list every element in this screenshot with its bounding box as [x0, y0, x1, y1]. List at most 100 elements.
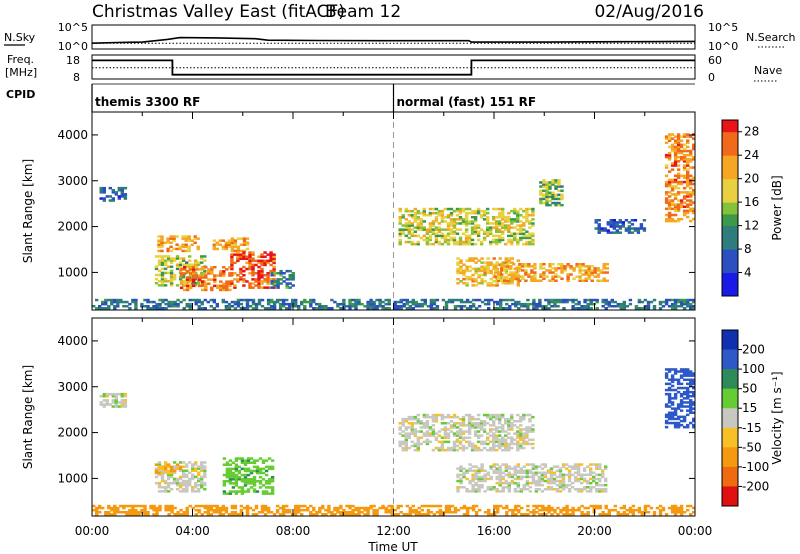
data-cell — [587, 269, 591, 272]
data-cell — [501, 436, 505, 439]
data-cell — [548, 185, 552, 188]
data-cell — [470, 211, 475, 215]
data-cell — [516, 413, 520, 417]
data-cell — [517, 302, 521, 306]
data-cell — [504, 479, 508, 483]
data-cell — [522, 428, 526, 431]
data-cell — [200, 273, 204, 277]
data-cell — [272, 513, 277, 516]
data-cell — [422, 220, 426, 223]
data-cell — [306, 300, 310, 304]
data-cell — [431, 428, 436, 431]
data-cell — [237, 471, 242, 475]
data-cell — [407, 417, 411, 421]
data-cell — [486, 271, 490, 275]
data-cell — [255, 467, 260, 471]
data-cell — [443, 434, 448, 437]
data-cell — [534, 481, 539, 485]
data-cell — [689, 409, 693, 412]
data-cell — [455, 222, 460, 225]
data-cell — [679, 174, 684, 178]
data-cell — [288, 282, 292, 285]
data-cell — [456, 479, 460, 483]
data-cell — [99, 403, 103, 406]
data-cell — [595, 465, 599, 468]
data-cell — [425, 422, 430, 425]
data-cell — [599, 269, 603, 272]
data-cell — [477, 483, 481, 487]
data-cell — [413, 207, 417, 211]
data-cell — [589, 504, 593, 508]
data-cell — [553, 508, 557, 512]
data-cell — [163, 271, 168, 275]
data-cell — [237, 490, 242, 493]
data-cell — [686, 141, 690, 145]
data-cell — [443, 240, 448, 244]
data-cell — [443, 220, 448, 223]
data-cell — [266, 274, 270, 277]
data-cell — [425, 238, 430, 242]
data-cell — [257, 278, 261, 281]
data-cell — [554, 267, 558, 270]
data-cell — [114, 395, 118, 398]
data-cell — [416, 234, 420, 238]
data-cell — [558, 473, 563, 477]
data-cell — [689, 504, 693, 508]
data-cell — [416, 218, 420, 221]
data-cell — [568, 298, 572, 302]
data-cell — [476, 209, 481, 213]
data-cell — [516, 434, 520, 437]
data-cell — [576, 465, 581, 468]
data-cell — [411, 302, 415, 306]
data-cell — [510, 238, 514, 242]
data-cell — [249, 478, 254, 481]
data-cell — [542, 271, 546, 274]
data-cell — [464, 211, 469, 215]
data-cell — [384, 302, 388, 306]
data-cell — [689, 160, 693, 163]
data-cell — [431, 230, 436, 233]
data-cell — [489, 448, 493, 452]
data-cell — [351, 305, 355, 308]
data-cell — [537, 465, 542, 468]
data-cell — [354, 508, 358, 512]
data-cell — [170, 511, 174, 514]
data-cell — [175, 479, 180, 483]
data-cell — [446, 440, 451, 444]
data-cell — [476, 224, 481, 227]
data-cell — [498, 236, 502, 240]
data-cell — [398, 422, 402, 425]
data-cell — [242, 253, 246, 256]
data-cell — [166, 257, 171, 260]
data-cell — [440, 234, 445, 238]
data-cell — [513, 467, 517, 470]
data-cell — [607, 300, 611, 304]
data-cell — [182, 298, 186, 302]
data-cell — [369, 506, 373, 510]
data-cell — [676, 141, 681, 145]
data-cell — [682, 201, 687, 204]
data-cell — [504, 467, 508, 470]
data-cell — [264, 465, 269, 469]
data-cell — [194, 282, 198, 285]
data-cell — [203, 307, 207, 310]
data-cell — [492, 216, 496, 219]
data-cell — [330, 298, 334, 302]
data-cell — [203, 511, 207, 514]
data-cell — [467, 236, 472, 240]
data-cell — [401, 216, 405, 219]
data-cell — [176, 298, 180, 302]
data-cell — [476, 211, 481, 215]
data-cell — [516, 220, 520, 223]
data-cell — [437, 209, 442, 213]
data-cell — [492, 207, 496, 211]
data-cell — [270, 478, 275, 481]
data-cell — [398, 444, 402, 448]
data-cell — [554, 201, 558, 205]
data-cell — [543, 471, 548, 474]
data-cell — [506, 279, 510, 282]
data-cell — [175, 263, 180, 266]
data-cell — [639, 225, 644, 228]
data-cell — [551, 191, 555, 194]
